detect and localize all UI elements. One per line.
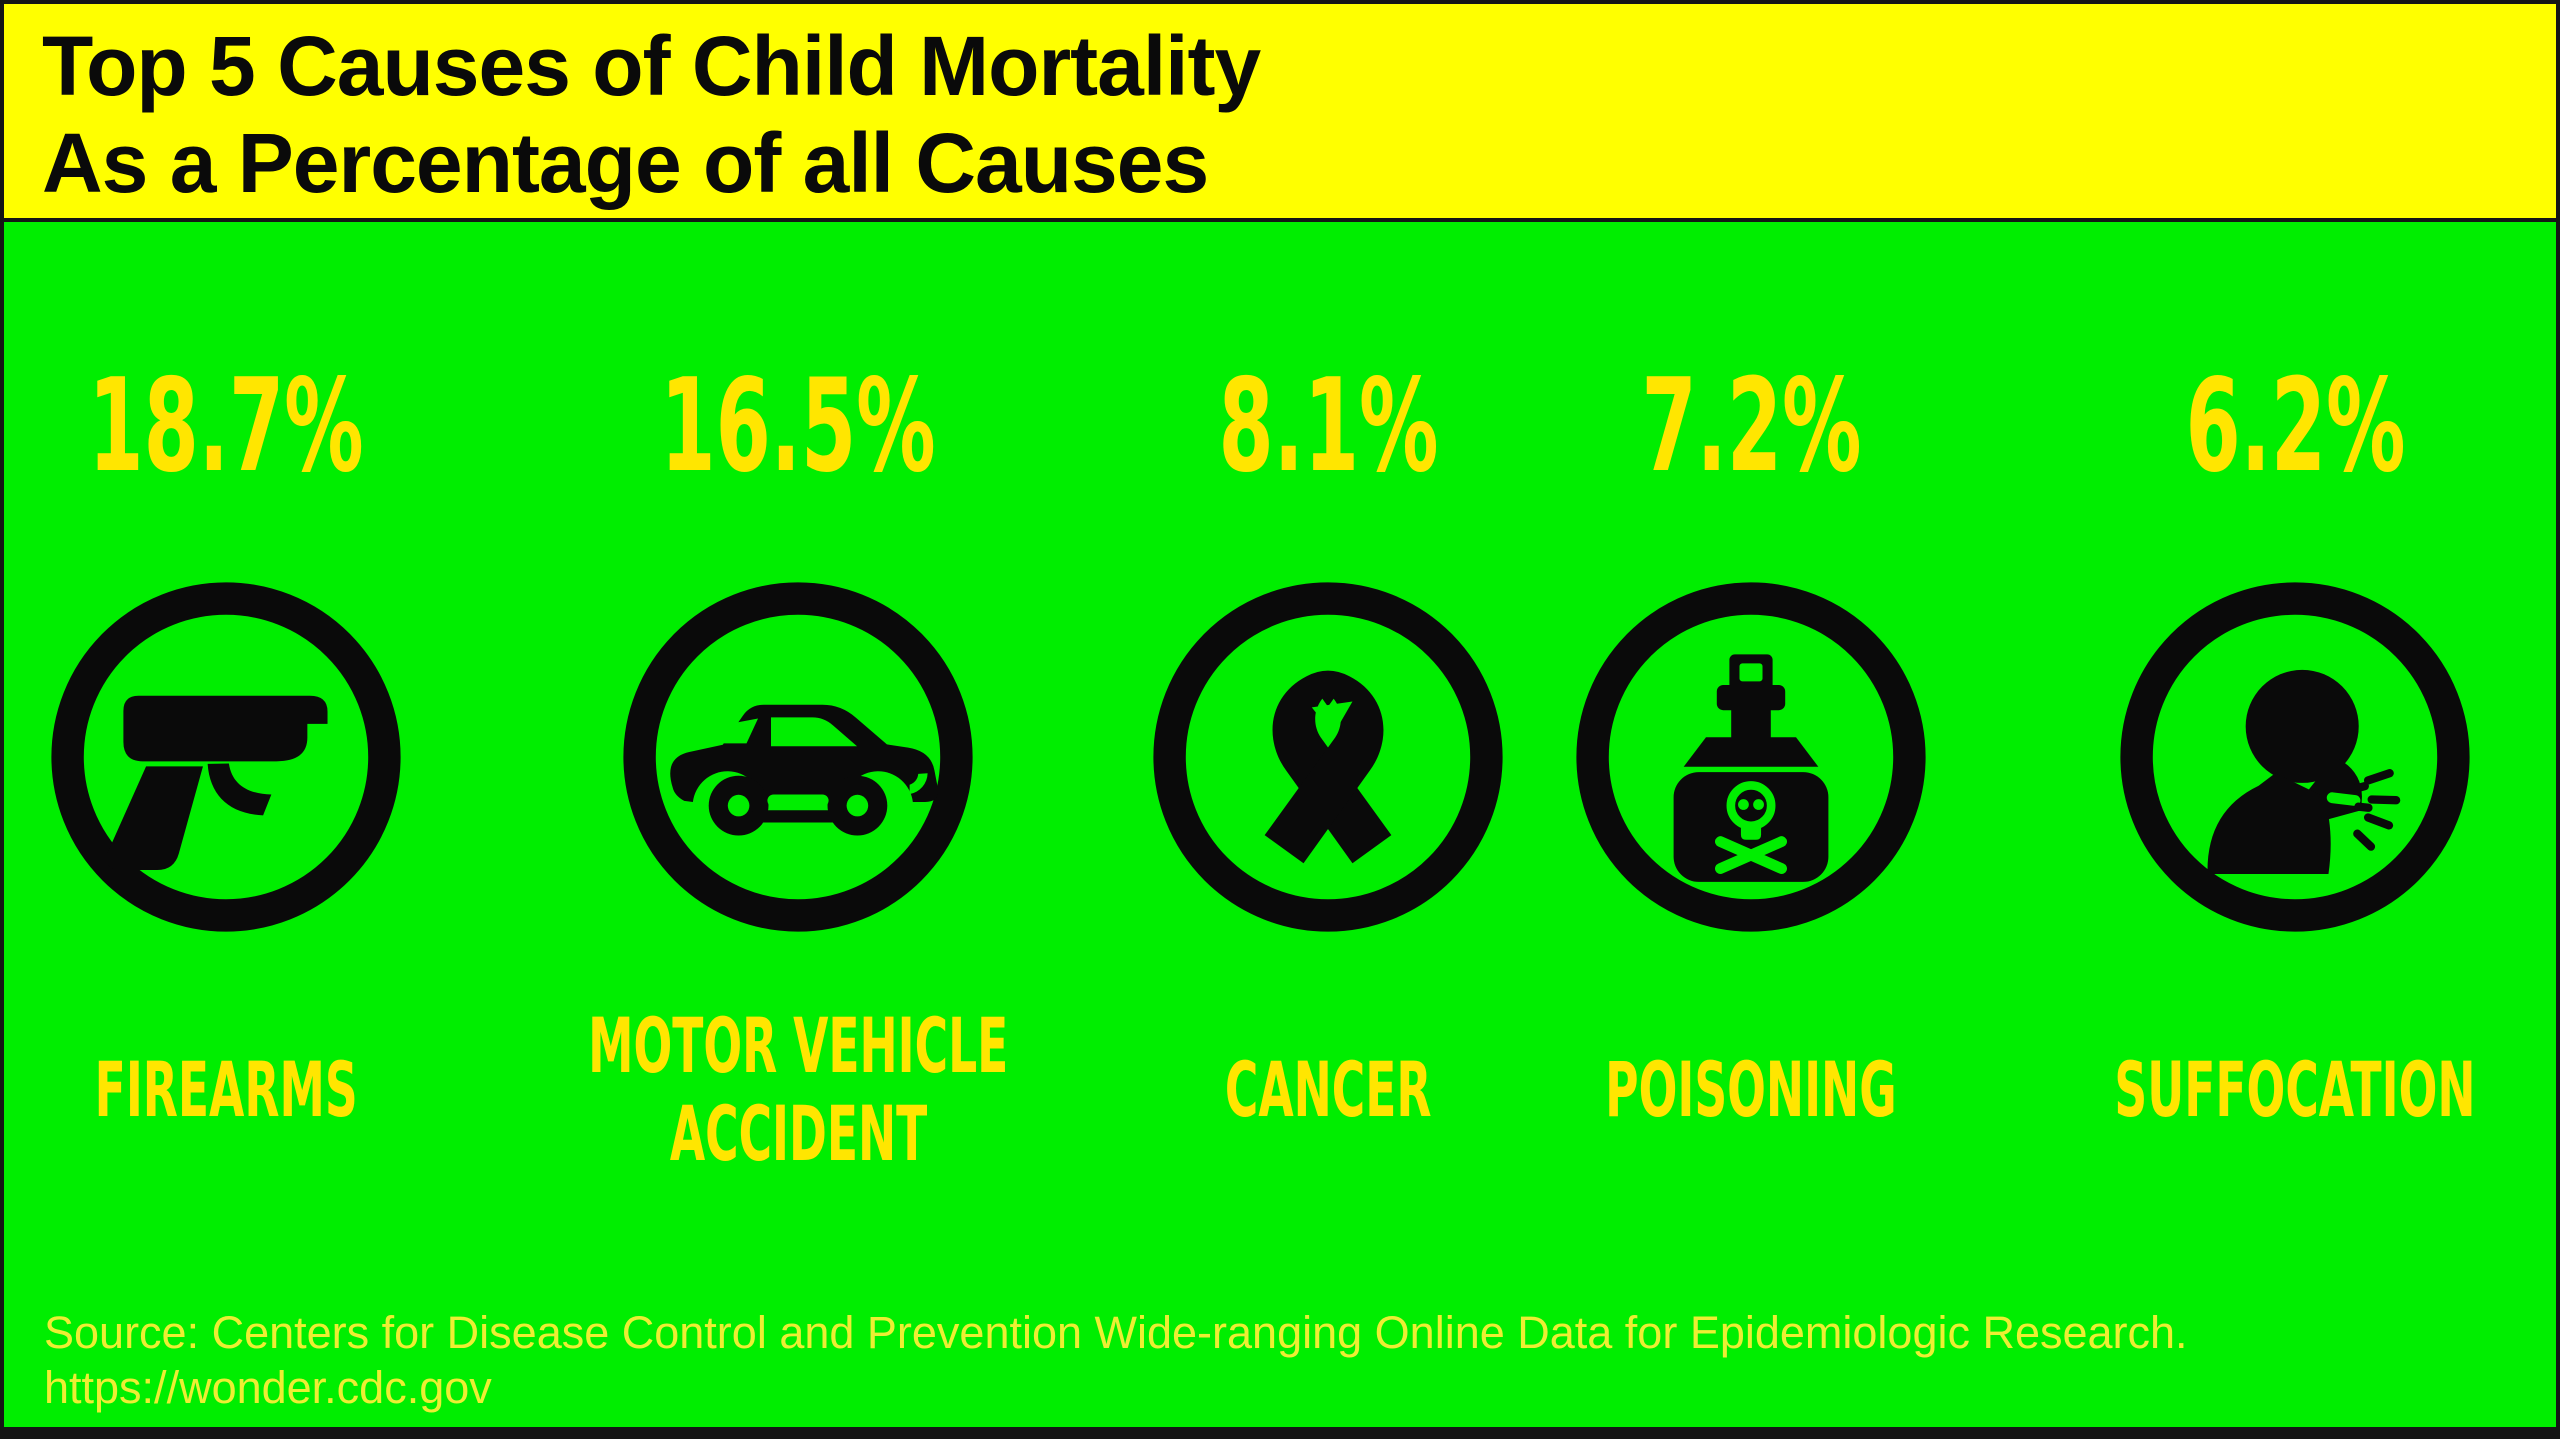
- column-poisoning: 7.2%: [1508, 222, 1994, 1185]
- source-url: https://wonder.cdc.gov: [44, 1362, 492, 1413]
- percent-value: 8.1%: [1218, 352, 1439, 501]
- percent-value: 16.5%: [660, 352, 936, 501]
- poison-bottle-icon: [1571, 577, 1931, 937]
- category-label-suffocation: SUFFOCATION: [2114, 1045, 2476, 1134]
- column-suffocation: 6.2%: [1994, 222, 2556, 1185]
- coughing-person-icon: [2115, 577, 2475, 937]
- category-label-cancer: CANCER: [1225, 1045, 1432, 1134]
- column-motor-vehicle-accident: 16.5%: [448, 222, 1148, 1185]
- category-label-motor-vehicle-accident: MOTOR VEHICLE ACCIDENT: [588, 1001, 1009, 1178]
- category-label-firearms: FIREARMS: [94, 1045, 358, 1134]
- column-firearms: 18.7% FIREARMS: [4, 222, 448, 1185]
- page-title-line-2: As a Percentage of all Causes: [42, 116, 1209, 210]
- source-line-1: Source: Centers for Disease Control and …: [44, 1307, 2188, 1358]
- car-icon: [618, 577, 978, 937]
- page-title-line-1: Top 5 Causes of Child Mortality: [42, 19, 1261, 113]
- percent-value: 6.2%: [2185, 352, 2406, 501]
- header-band: Top 5 Causes of Child Mortality As a Per…: [4, 4, 2556, 222]
- percent-value: 18.7%: [88, 352, 364, 501]
- awareness-ribbon-icon: [1148, 577, 1508, 937]
- handgun-icon: [46, 577, 406, 937]
- column-cancer: 8.1% CANCER: [1148, 222, 1508, 1185]
- category-label-poisoning: POISONING: [1605, 1045, 1898, 1134]
- data-columns: 18.7% FIREARMS 16.5%: [4, 222, 2556, 1185]
- percent-value: 7.2%: [1641, 352, 1862, 501]
- source-note: Source: Centers for Disease Control and …: [44, 1305, 2188, 1415]
